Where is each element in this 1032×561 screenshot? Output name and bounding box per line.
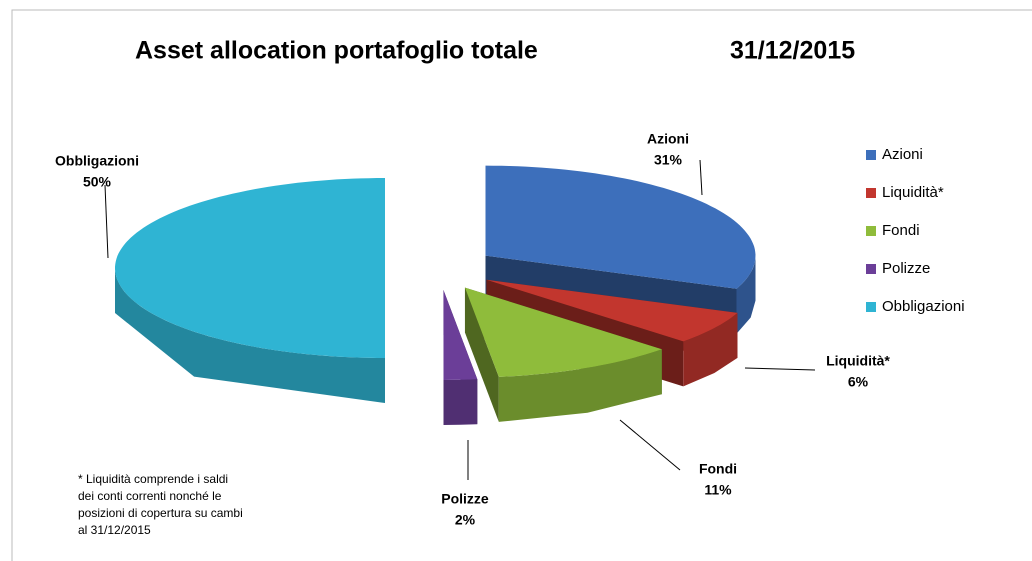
footnote: dei conti correnti nonché le (78, 489, 222, 503)
legend-swatch (866, 226, 876, 236)
leader-line (619, 419, 681, 471)
chart-date: 31/12/2015 (730, 37, 855, 65)
data-label: 50% (83, 174, 112, 190)
slice-wall (498, 349, 662, 422)
slice-wall (443, 379, 478, 425)
data-label-name: Azioni (647, 131, 689, 147)
data-label: 11% (704, 482, 732, 498)
slice (443, 289, 478, 425)
leader-line (744, 367, 816, 371)
slice-top (464, 287, 662, 377)
slice-wall (683, 312, 738, 387)
slice-top (485, 165, 756, 289)
legend-swatch (866, 188, 876, 198)
legend-label: Fondi (882, 222, 920, 239)
footnote: al 31/12/2015 (78, 523, 151, 537)
legend-swatch (866, 302, 876, 312)
slice-top (486, 279, 738, 342)
footnote: posizioni di copertura su cambi (78, 506, 243, 520)
data-label-name: Polizze (441, 491, 489, 507)
chart-title: Asset allocation portafoglio totale (135, 37, 538, 65)
data-label: 6% (848, 374, 869, 390)
data-label-name: Obbligazioni (55, 153, 139, 169)
slice (115, 178, 385, 403)
footnote: * Liquidità comprende i saldi (78, 472, 228, 486)
slice-top (443, 289, 478, 380)
slice-side (464, 287, 499, 422)
data-label: 2% (455, 512, 476, 528)
frame (11, 9, 1032, 561)
leader-line (699, 159, 703, 196)
legend-label: Obbligazioni (882, 298, 965, 315)
legend-label: Azioni (882, 146, 923, 163)
legend-swatch (866, 150, 876, 160)
slice-wall (115, 268, 385, 403)
legend-swatch (866, 264, 876, 274)
leader-line (104, 184, 109, 259)
data-label-name: Fondi (699, 461, 737, 477)
slice (464, 287, 662, 422)
legend-label: Polizze (882, 260, 930, 277)
legend-label: Liquidità* (882, 184, 944, 201)
slice-top (115, 178, 385, 358)
slice-wall (736, 255, 756, 334)
data-label: 31% (654, 152, 683, 168)
data-label-name: Liquidità* (826, 353, 890, 369)
